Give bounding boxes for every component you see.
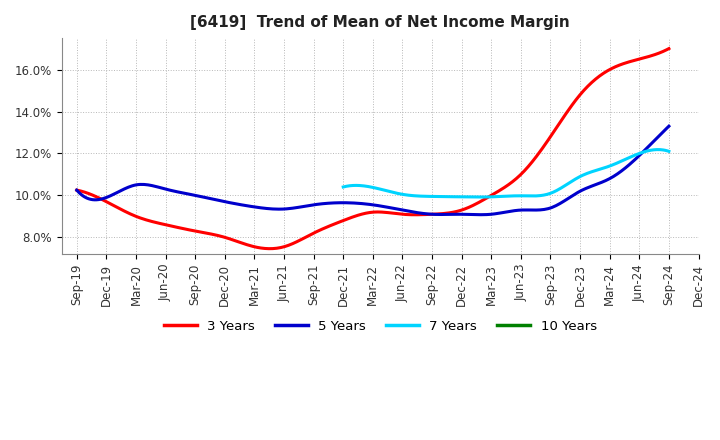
Title: [6419]  Trend of Mean of Net Income Margin: [6419] Trend of Mean of Net Income Margi… <box>190 15 570 30</box>
Legend: 3 Years, 5 Years, 7 Years, 10 Years: 3 Years, 5 Years, 7 Years, 10 Years <box>158 315 602 338</box>
